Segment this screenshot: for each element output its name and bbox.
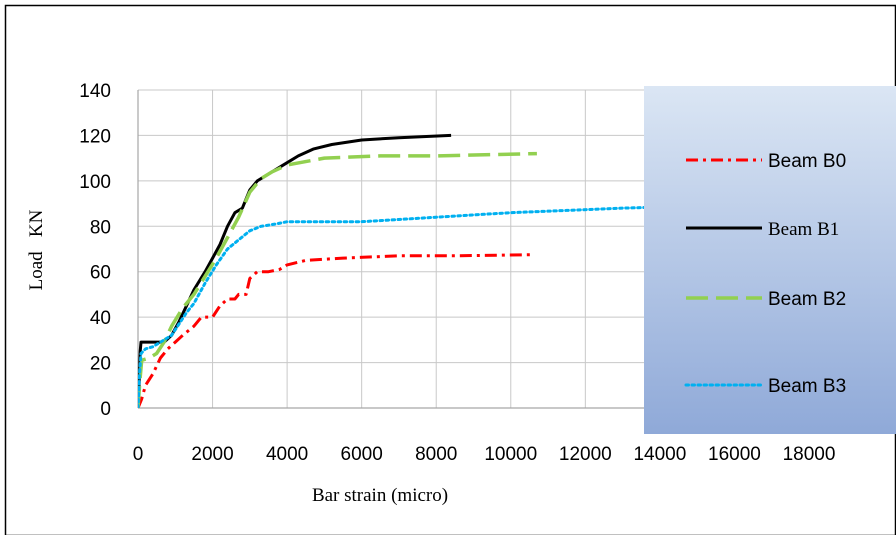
legend-label: Beam B0 [768,151,846,172]
legend-label: Beam B1 [768,219,839,240]
legend-label: Beam B2 [768,289,846,310]
x-tick-label: 4000 [266,444,308,465]
y-axis-title: Load KN [26,209,47,290]
tick-labels: 0 20 40 60 80 100 120 140 0 2000 4000 6000 8000 10000… [79,81,835,465]
series-line-beam-b3 [138,206,644,408]
y-tick-label: 120 [79,126,111,147]
x-tick-label: 14000 [633,444,686,465]
y-tick-label: 100 [79,172,111,193]
series-line-beam-b0 [138,253,534,408]
y-tick-label: 80 [90,217,111,238]
x-axis-title: Bar strain (micro) [312,485,448,506]
x-tick-label: 10000 [484,444,537,465]
x-tick-label: 8000 [415,444,457,465]
gridlines [138,89,644,408]
y-tick-label: 40 [90,308,111,329]
series-lines [138,133,644,408]
legend: Beam B0 Beam B1 Beam B2 Beam B3 [684,151,846,397]
x-tick-label: 16000 [708,444,761,465]
y-tick-label: 140 [79,81,111,102]
series-line-beam-b1 [138,133,452,408]
x-tick-label: 18000 [783,444,836,465]
y-tick-label: 20 [90,354,111,375]
axes [137,90,644,409]
legend-label: Beam B3 [768,376,846,397]
y-tick-label: 0 [100,399,111,420]
x-tick-label: 6000 [341,444,383,465]
x-tick-label: 12000 [559,444,612,465]
x-tick-label: 0 [133,444,144,465]
y-tick-label: 60 [90,263,111,284]
x-tick-label: 2000 [191,444,233,465]
legend-box [644,86,896,434]
